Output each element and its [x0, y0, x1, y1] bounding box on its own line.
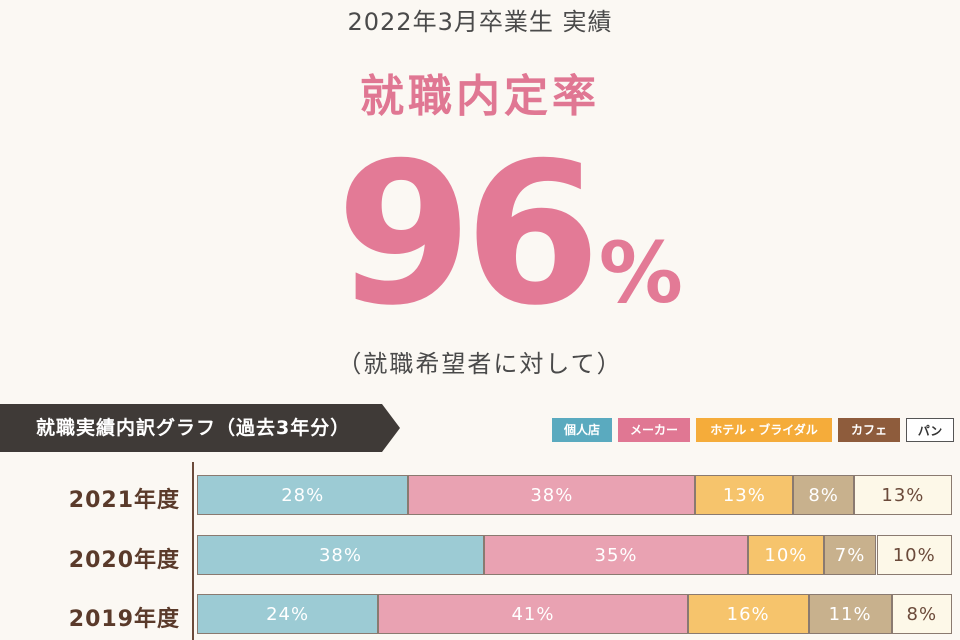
- row-label: 2019年度: [68, 607, 180, 632]
- bar-segment: 24%: [197, 594, 379, 634]
- bar-segment: 35%: [483, 535, 749, 575]
- legend-item: 個人店: [552, 418, 612, 442]
- bar-segment: 16%: [687, 594, 809, 634]
- bar-segment: 10%: [748, 535, 824, 575]
- rate-note: （就職希望者に対して）: [337, 350, 623, 378]
- bar-segment: 13%: [853, 475, 952, 515]
- bar-segment: 28%: [197, 475, 409, 515]
- legend-item: パン: [906, 418, 954, 442]
- row-label: 2020年度: [68, 548, 180, 573]
- rate-unit: %: [598, 224, 683, 322]
- rate-value: 96: [336, 121, 601, 349]
- bar-segment: 13%: [695, 475, 794, 515]
- legend-item: ホテル・ブライダル: [696, 418, 832, 442]
- bar-segment: 10%: [876, 535, 952, 575]
- bar-segment: 41%: [378, 594, 688, 634]
- legend-item: メーカー: [618, 418, 690, 442]
- graph-title: 就職実績内訳グラフ（過去3年分）: [0, 404, 400, 452]
- legend-item: カフェ: [838, 418, 900, 442]
- chart-axis-line: [192, 462, 194, 640]
- row-label: 2021年度: [68, 488, 180, 513]
- subtitle: 2022年3月卒業生 実績: [347, 8, 613, 36]
- bar-segment: 8%: [793, 475, 854, 515]
- bar-segment: 11%: [808, 594, 892, 634]
- bar-segment: 38%: [197, 535, 484, 575]
- rate-display: 96%: [336, 137, 683, 333]
- page-heading: 就職内定率: [360, 71, 600, 122]
- bar-segment: 8%: [891, 594, 952, 634]
- bar-segment: 7%: [823, 535, 877, 575]
- bar-segment: 38%: [408, 475, 696, 515]
